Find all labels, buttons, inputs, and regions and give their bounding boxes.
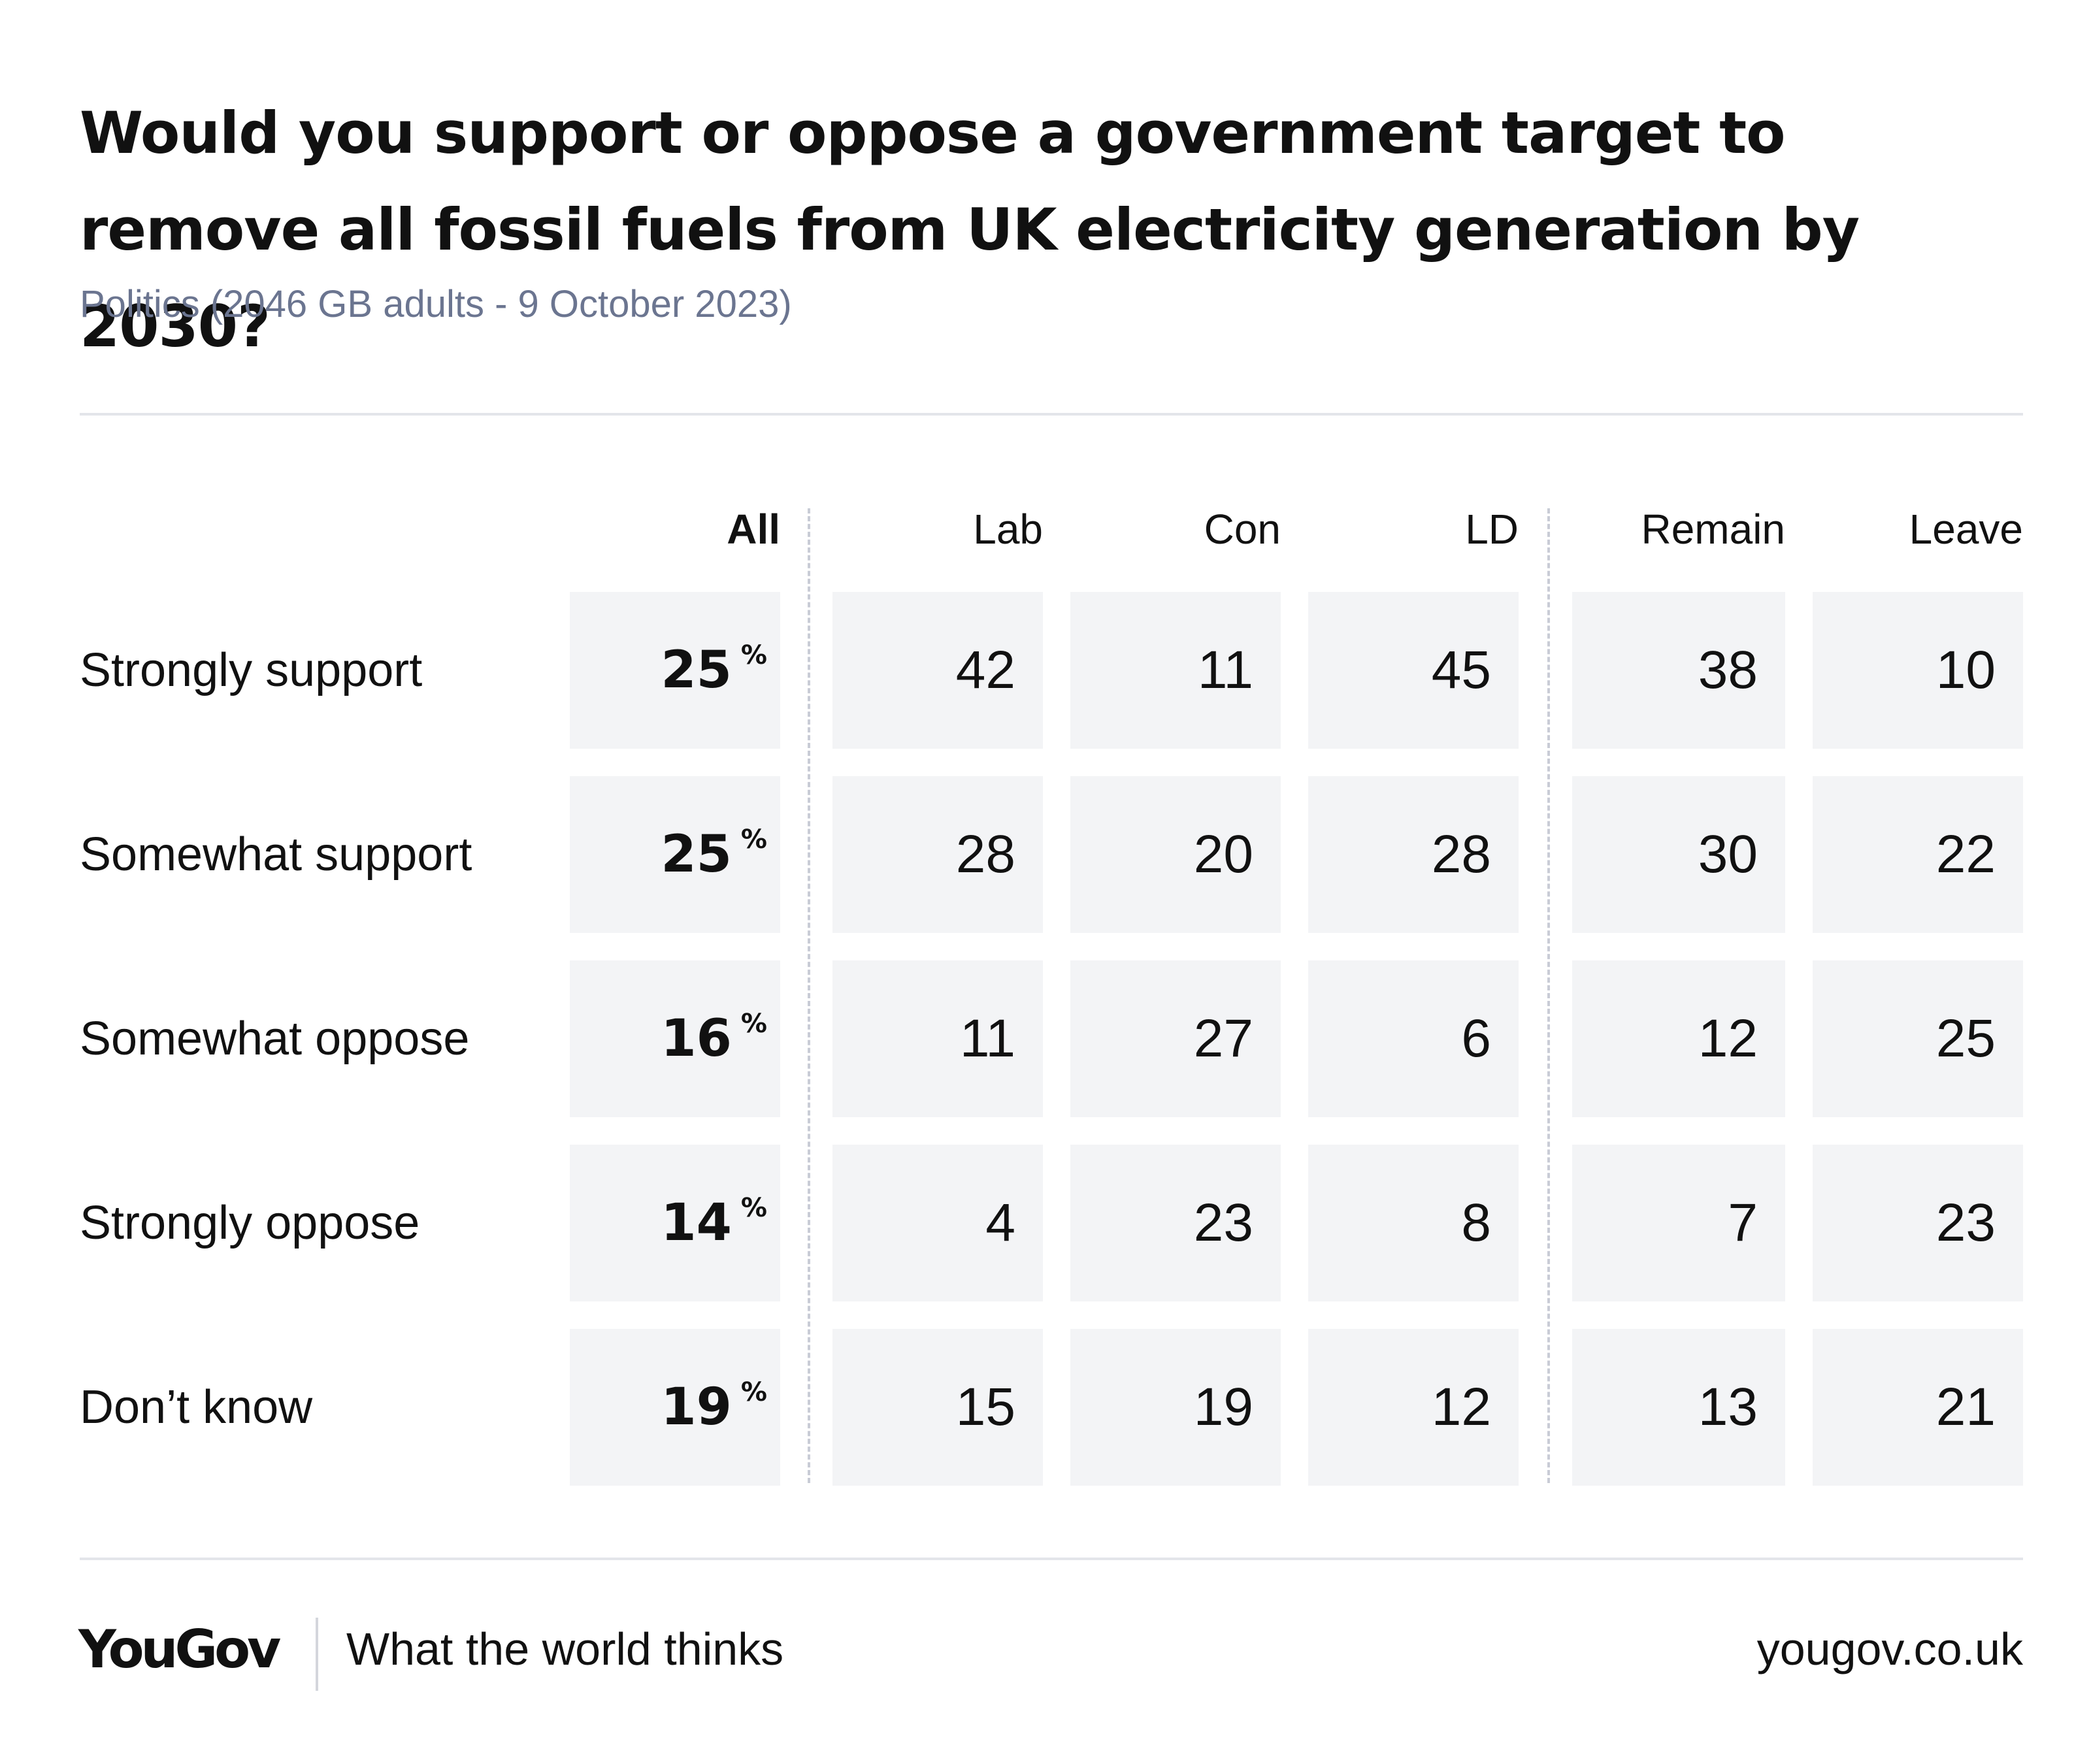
table-cell-remain: 13 [1572,1329,1785,1486]
row-label: Strongly oppose [80,1197,420,1249]
cell-value: 25 [661,641,732,700]
table-cell-lab: 42 [832,592,1043,749]
bottom-divider [80,1558,2023,1560]
row-label: Somewhat oppose [80,1013,470,1065]
top-divider [80,413,2023,416]
table-cell-all: 14% [570,1145,780,1301]
table-cell-ld: 12 [1308,1329,1519,1486]
column-header-ld: LD [1465,506,1519,553]
table-cell-all: 25% [570,592,780,749]
percent-sign: % [740,1193,767,1223]
yougov-logo: YouGov [78,1619,281,1680]
cell-value: 11 [959,1009,1015,1068]
cell-value: 22 [1935,825,1996,884]
column-header-leave: Leave [1909,506,2023,553]
cell-value: 16 [661,1009,732,1068]
table-cell-all: 19% [570,1329,780,1486]
table-cell-ld: 28 [1308,776,1519,933]
table-cell-ld: 45 [1308,592,1519,749]
cell-value: 12 [1698,1009,1758,1068]
row-label: Somewhat support [80,828,472,881]
table-cell-lab: 11 [832,960,1043,1117]
chart-title: Would you support or oppose a government… [80,99,1860,360]
table-cell-leave: 21 [1813,1329,2023,1486]
table-cell-remain: 12 [1572,960,1785,1117]
cell-value: 45 [1431,640,1491,700]
column-group-divider [808,508,810,1483]
table-cell-all: 16% [570,960,780,1117]
column-header-remain: Remain [1641,506,1785,553]
table-cell-con: 27 [1070,960,1281,1117]
column-group-divider [1547,508,1550,1483]
cell-value: 10 [1935,640,1996,700]
cell-value: 13 [1698,1377,1758,1437]
table-cell-leave: 22 [1813,776,2023,933]
cell-value: 20 [1193,825,1253,884]
table-cell-all: 25% [570,776,780,933]
footer-separator [316,1618,318,1691]
cell-value: 19 [661,1378,732,1437]
table-cell-lab: 4 [832,1145,1043,1301]
table-cell-ld: 6 [1308,960,1519,1117]
cell-value: 21 [1935,1377,1996,1437]
cell-value: 4 [985,1193,1015,1252]
percent-sign: % [740,825,767,855]
cell-value: 25 [661,825,732,884]
footer-tagline: What the world thinks [346,1624,784,1674]
cell-value: 14 [661,1194,732,1252]
table-cell-ld: 8 [1308,1145,1519,1301]
cell-value: 42 [955,640,1015,700]
table-cell-con: 11 [1070,592,1281,749]
cell-value: 23 [1935,1193,1996,1252]
cell-value: 19 [1193,1377,1253,1437]
cell-value: 38 [1698,640,1758,700]
cell-value: 27 [1193,1009,1253,1068]
cell-value: 28 [955,825,1015,884]
chart-subtitle: Politics (2046 GB adults - 9 October 202… [80,283,792,325]
table-cell-leave: 23 [1813,1145,2023,1301]
cell-value: 28 [1431,825,1491,884]
cell-value: 7 [1728,1193,1758,1252]
table-cell-lab: 15 [832,1329,1043,1486]
cell-value: 15 [955,1377,1015,1437]
table-cell-con: 20 [1070,776,1281,933]
row-label: Don’t know [80,1381,313,1433]
cell-value: 6 [1461,1009,1491,1068]
percent-sign: % [740,640,767,670]
table-cell-remain: 7 [1572,1145,1785,1301]
row-label: Strongly support [80,644,423,696]
cell-value: 11 [1197,640,1253,700]
cell-value: 12 [1431,1377,1491,1437]
cell-value: 25 [1935,1009,1996,1068]
table-cell-con: 19 [1070,1329,1281,1486]
column-header-lab: Lab [973,506,1043,553]
cell-value: 30 [1698,825,1758,884]
footer-url: yougov.co.uk [1756,1624,2023,1674]
table-cell-lab: 28 [832,776,1043,933]
table-cell-remain: 30 [1572,776,1785,933]
cell-value: 8 [1461,1193,1491,1252]
table-cell-remain: 38 [1572,592,1785,749]
column-header-all: All [727,506,780,553]
cell-value: 23 [1193,1193,1253,1252]
column-header-con: Con [1204,506,1281,553]
percent-sign: % [740,1009,767,1039]
table-cell-leave: 25 [1813,960,2023,1117]
table-cell-con: 23 [1070,1145,1281,1301]
percent-sign: % [740,1377,767,1407]
table-cell-leave: 10 [1813,592,2023,749]
